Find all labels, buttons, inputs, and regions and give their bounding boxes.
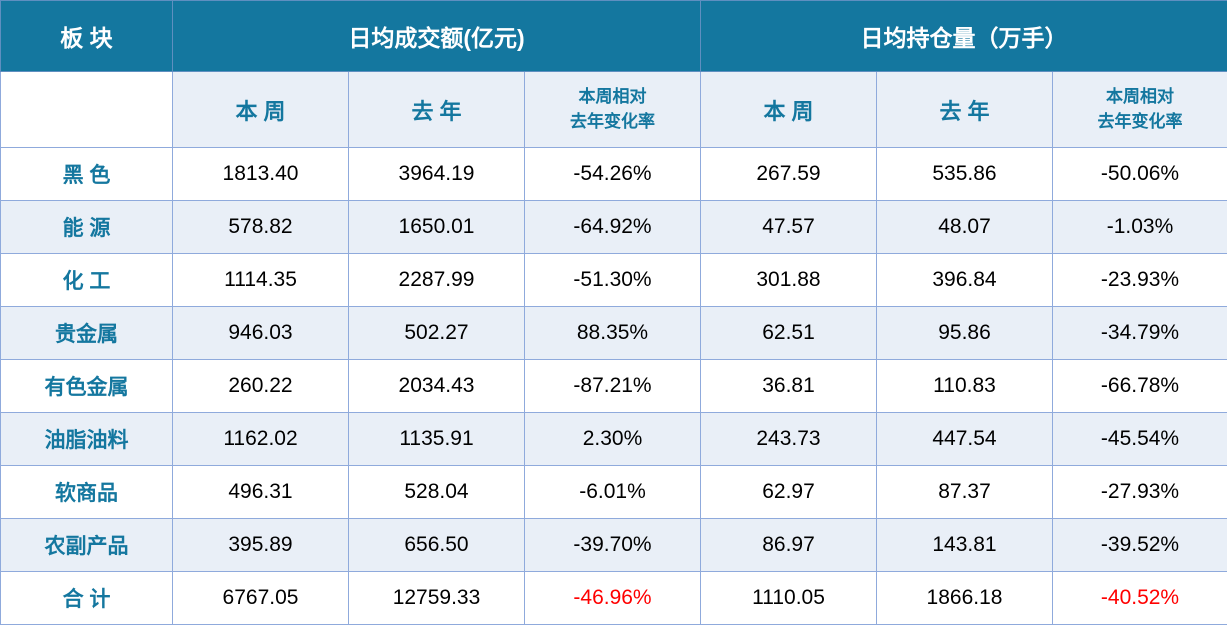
- table-row-chemical: 化 工 1114.35 2287.99 -51.30% 301.88 396.8…: [0, 253, 1227, 307]
- table-cell: 1866.18: [876, 571, 1053, 625]
- table-cell: 2287.99: [348, 253, 525, 307]
- table-cell: 86.97: [700, 518, 877, 572]
- table-cell: 48.07: [876, 200, 1053, 254]
- table-cell: 36.81: [700, 359, 877, 413]
- table-cell: 1162.02: [172, 412, 349, 466]
- table-cell: 88.35%: [524, 306, 701, 360]
- table-cell: -87.21%: [524, 359, 701, 413]
- table-cell: -54.26%: [524, 147, 701, 201]
- row-label: 油脂油料: [0, 412, 173, 466]
- header-sub-row: 本 周 去 年 本周相对 去年变化率 本 周 去 年 本周相对 去年变化率: [0, 71, 1227, 148]
- table-cell: 496.31: [172, 465, 349, 519]
- table-cell: -6.01%: [524, 465, 701, 519]
- table-cell: 946.03: [172, 306, 349, 360]
- table-cell: 95.86: [876, 306, 1053, 360]
- group-header-open-interest: 日均持仓量（万手）: [699, 0, 1227, 72]
- table-cell-total-oi-change: -40.52%: [1051, 571, 1227, 625]
- table-cell: 2034.43: [348, 359, 525, 413]
- table-cell: -34.79%: [1051, 306, 1227, 360]
- table-cell: 87.37: [876, 465, 1053, 519]
- table-cell: 447.54: [876, 412, 1053, 466]
- corner-header-sector: 板 块: [0, 0, 173, 72]
- row-label: 软商品: [0, 465, 173, 519]
- table-cell: 502.27: [348, 306, 525, 360]
- table-cell: 243.73: [700, 412, 877, 466]
- table-cell: 395.89: [172, 518, 349, 572]
- table-cell: 267.59: [700, 147, 877, 201]
- table-cell: 3964.19: [348, 147, 525, 201]
- subheader-oi-this-week: 本 周: [700, 71, 877, 148]
- subheader-turnover-change-rate: 本周相对 去年变化率: [524, 71, 701, 148]
- table-cell: 12759.33: [348, 571, 525, 625]
- table-cell: 578.82: [172, 200, 349, 254]
- table-cell: -66.78%: [1051, 359, 1227, 413]
- subheader-oi-last-year: 去 年: [876, 71, 1053, 148]
- table-row-precious-metals: 贵金属 946.03 502.27 88.35% 62.51 95.86 -34…: [0, 306, 1227, 360]
- subheader-turnover-last-year: 去 年: [348, 71, 525, 148]
- table-cell: 1135.91: [348, 412, 525, 466]
- table-cell-total-turnover-change: -46.96%: [524, 571, 701, 625]
- row-label-total: 合 计: [0, 571, 173, 625]
- table-row-total: 合 计 6767.05 12759.33 -46.96% 1110.05 186…: [0, 571, 1227, 625]
- table-cell: -64.92%: [524, 200, 701, 254]
- table-row-agricultural-products: 农副产品 395.89 656.50 -39.70% 86.97 143.81 …: [0, 518, 1227, 572]
- corner-blank-cell: [0, 71, 173, 148]
- row-label: 有色金属: [0, 359, 173, 413]
- table-cell: 2.30%: [524, 412, 701, 466]
- table-cell: 1114.35: [172, 253, 349, 307]
- table-cell: 396.84: [876, 253, 1053, 307]
- table-cell: 1813.40: [172, 147, 349, 201]
- group-header-turnover: 日均成交额(亿元): [172, 0, 701, 72]
- table-cell: 260.22: [172, 359, 349, 413]
- table-row-oils-oilseeds: 油脂油料 1162.02 1135.91 2.30% 243.73 447.54…: [0, 412, 1227, 466]
- table-cell: 656.50: [348, 518, 525, 572]
- table-cell: -27.93%: [1051, 465, 1227, 519]
- table-cell: 62.97: [700, 465, 877, 519]
- table-cell: 1110.05: [700, 571, 877, 625]
- table-cell: -45.54%: [1051, 412, 1227, 466]
- table-row-energy: 能 源 578.82 1650.01 -64.92% 47.57 48.07 -…: [0, 200, 1227, 254]
- row-label: 贵金属: [0, 306, 173, 360]
- table-cell: -50.06%: [1051, 147, 1227, 201]
- table-row-ferrous: 黑 色 1813.40 3964.19 -54.26% 267.59 535.8…: [0, 147, 1227, 201]
- table-cell: 301.88: [700, 253, 877, 307]
- row-label: 黑 色: [0, 147, 173, 201]
- table-cell: 1650.01: [348, 200, 525, 254]
- table-row-nonferrous-metals: 有色金属 260.22 2034.43 -87.21% 36.81 110.83…: [0, 359, 1227, 413]
- header-group-row: 板 块 日均成交额(亿元) 日均持仓量（万手）: [0, 0, 1227, 72]
- subheader-turnover-this-week: 本 周: [172, 71, 349, 148]
- subheader-oi-change-rate: 本周相对 去年变化率: [1051, 71, 1227, 148]
- table-cell: -1.03%: [1051, 200, 1227, 254]
- table-cell: 6767.05: [172, 571, 349, 625]
- table-cell: -39.52%: [1051, 518, 1227, 572]
- table-cell: 528.04: [348, 465, 525, 519]
- row-label: 农副产品: [0, 518, 173, 572]
- row-label: 化 工: [0, 253, 173, 307]
- table-row-soft-commodities: 软商品 496.31 528.04 -6.01% 62.97 87.37 -27…: [0, 465, 1227, 519]
- row-label: 能 源: [0, 200, 173, 254]
- table-cell: -51.30%: [524, 253, 701, 307]
- table-cell: -23.93%: [1051, 253, 1227, 307]
- table-cell: 110.83: [876, 359, 1053, 413]
- table-cell: 47.57: [700, 200, 877, 254]
- table-cell: -39.70%: [524, 518, 701, 572]
- table-cell: 143.81: [876, 518, 1053, 572]
- table-cell: 535.86: [876, 147, 1053, 201]
- table-cell: 62.51: [700, 306, 877, 360]
